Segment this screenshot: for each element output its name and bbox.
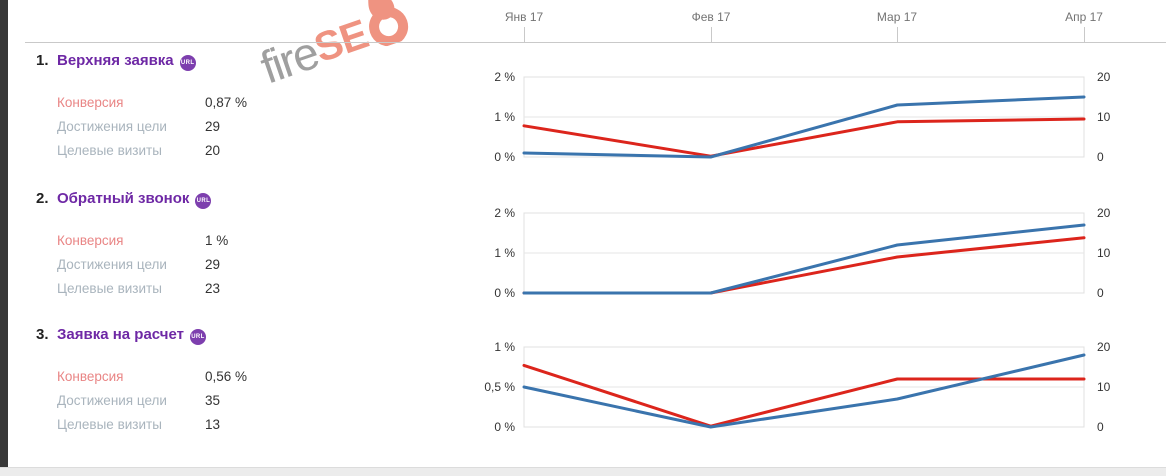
stat-row-conversion: Конверсия 0,56 % <box>57 365 436 389</box>
goal-number: 1. <box>36 52 49 69</box>
header-separator <box>25 42 1166 43</box>
goal-block-1: 1. Верхняя заявка URL Конверсия 0,87 % Дос… <box>36 52 436 163</box>
conversion-value: 0,87 % <box>205 95 248 110</box>
reaches-label: Достижения цели <box>57 257 167 272</box>
goal-title: Заявка на расчет <box>57 326 184 343</box>
conversion-value: 0,56 % <box>205 369 248 384</box>
visits-value: 20 <box>205 143 221 158</box>
url-badge-icon[interactable]: URL <box>179 55 196 71</box>
goal-title: Обратный звонок <box>57 190 190 207</box>
month-label: Мар 17 <box>876 10 918 24</box>
stat-row-visits: Целевые визиты 13 <box>57 413 436 437</box>
right-axis-tick: 10 <box>1097 380 1111 394</box>
right-axis-tick: 0 <box>1097 150 1104 162</box>
month-tick <box>524 27 525 42</box>
conversion-label: Конверсия <box>57 369 124 384</box>
right-axis-tick: 20 <box>1097 206 1111 220</box>
goal-title-row: 3. Заявка на расчет URL <box>36 326 436 346</box>
goal-chart-1: 0 % 0 1 % 10 2 % 20 <box>494 70 1111 162</box>
right-axis-tick: 10 <box>1097 246 1111 260</box>
left-axis-tick: 0,5 % <box>484 380 515 394</box>
visits-label: Целевые визиты <box>57 143 162 158</box>
reaches-line <box>522 95 1086 159</box>
right-axis-tick: 10 <box>1097 110 1111 124</box>
goal-title-row: 1. Верхняя заявка URL <box>36 52 436 72</box>
stat-row-reaches: Достижения цели 35 <box>57 389 436 413</box>
month-tick <box>711 27 712 42</box>
goal-block-2: 2. Обратный звонок URL Конверсия 1 % Дости… <box>36 190 436 301</box>
stat-row-reaches: Достижения цели 29 <box>57 115 436 139</box>
stat-row-visits: Целевые визиты 20 <box>57 139 436 163</box>
goal-chart-2: 0 % 0 1 % 10 2 % 20 <box>494 206 1111 298</box>
left-edge-bar <box>0 0 8 467</box>
stat-row-visits: Целевые визиты 23 <box>57 277 436 301</box>
reaches-value: 35 <box>205 393 221 408</box>
right-axis-tick: 0 <box>1097 286 1104 298</box>
month-label: Янв 17 <box>504 10 544 24</box>
left-axis-tick: 1 % <box>494 110 515 124</box>
conversion-label: Конверсия <box>57 95 124 110</box>
left-axis-tick: 1 % <box>494 246 515 260</box>
month-tick <box>897 27 898 42</box>
visits-value: 13 <box>205 417 221 432</box>
right-axis-tick: 0 <box>1097 420 1104 432</box>
stat-row-reaches: Достижения цели 29 <box>57 253 436 277</box>
reaches-line <box>522 223 1086 295</box>
left-axis-tick: 0 % <box>494 150 515 162</box>
conversion-line <box>522 117 1086 158</box>
goal-title: Верхняя заявка <box>57 52 174 69</box>
left-axis-tick: 1 % <box>494 340 515 354</box>
reaches-label: Достижения цели <box>57 119 167 134</box>
visits-label: Целевые визиты <box>57 281 162 296</box>
reaches-line <box>522 353 1086 429</box>
goal-stats: Конверсия 0,56 % Достижения цели 35 Целе… <box>57 365 436 437</box>
goal-number: 3. <box>36 326 49 343</box>
goal-stats: Конверсия 1 % Достижения цели 29 Целевые… <box>57 229 436 301</box>
left-axis-tick: 2 % <box>494 206 515 220</box>
goal-title-row: 2. Обратный звонок URL <box>36 190 436 210</box>
url-badge-icon[interactable]: URL <box>195 193 212 209</box>
fireseo-logo: fire SE <box>254 0 421 93</box>
right-axis-tick: 20 <box>1097 340 1111 354</box>
month-axis-header: Янв 17 Фев 17 Мар 17 Апр 17 <box>460 0 1166 42</box>
goal-number: 2. <box>36 190 49 207</box>
goal-stats: Конверсия 0,87 % Достижения цели 29 Целе… <box>57 91 436 163</box>
visits-value: 23 <box>205 281 221 296</box>
reaches-value: 29 <box>205 119 221 134</box>
goal-chart-3: 0 % 0 0,5 % 10 1 % 20 <box>484 340 1111 432</box>
right-axis-tick: 20 <box>1097 70 1111 84</box>
flame-icon <box>350 0 421 57</box>
left-axis-tick: 0 % <box>494 420 515 432</box>
bottom-strip <box>0 467 1166 476</box>
stat-row-conversion: Конверсия 0,87 % <box>57 91 436 115</box>
reaches-label: Достижения цели <box>57 393 167 408</box>
conversion-line <box>522 363 1086 428</box>
stat-row-conversion: Конверсия 1 % <box>57 229 436 253</box>
goal-block-3: 3. Заявка на расчет URL Конверсия 0,56 % Д… <box>36 326 436 437</box>
conversion-value: 1 % <box>205 233 229 248</box>
conversion-label: Конверсия <box>57 233 124 248</box>
reaches-value: 29 <box>205 257 221 272</box>
left-axis-tick: 0 % <box>494 286 515 298</box>
url-badge-icon[interactable]: URL <box>189 329 206 345</box>
visits-label: Целевые визиты <box>57 417 162 432</box>
month-label: Апр 17 <box>1065 10 1103 24</box>
month-label: Фев 17 <box>691 10 731 24</box>
month-tick <box>1084 27 1085 42</box>
left-axis-tick: 2 % <box>494 70 515 84</box>
